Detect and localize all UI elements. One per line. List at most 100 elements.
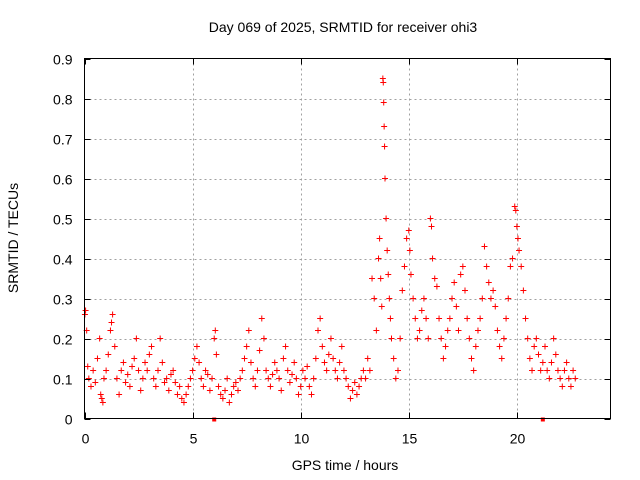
data-point (453, 303, 460, 310)
data-point (537, 367, 544, 374)
data-point (165, 387, 172, 394)
data-point (561, 367, 568, 374)
data-point (245, 327, 252, 334)
data-point (159, 359, 166, 366)
data-point (289, 371, 296, 378)
data-point (474, 327, 481, 334)
data-point (366, 367, 373, 374)
data-point (563, 359, 570, 366)
data-point (440, 355, 447, 362)
data-point (347, 395, 354, 402)
data-point (87, 383, 94, 390)
x-axis-title: GPS time / hours (292, 457, 399, 473)
data-point (371, 295, 378, 302)
data-point (351, 379, 358, 386)
data-point (570, 367, 577, 374)
y-tick-label: 0.5 (53, 212, 73, 228)
y-tick-label: 0.8 (53, 92, 73, 108)
data-point (167, 371, 174, 378)
data-point (243, 343, 250, 350)
data-point (302, 375, 309, 382)
data-point (265, 375, 272, 382)
data-point (310, 375, 317, 382)
data-point (163, 375, 170, 382)
data-point (144, 367, 151, 374)
data-point (293, 375, 300, 382)
data-point (174, 391, 181, 398)
data-point (217, 391, 224, 398)
data-point (479, 295, 486, 302)
data-point (122, 379, 129, 386)
data-point (360, 367, 367, 374)
data-point (490, 287, 497, 294)
data-point (120, 359, 127, 366)
data-point (403, 235, 410, 242)
data-point (237, 375, 244, 382)
data-point (449, 295, 456, 302)
data-point (470, 367, 477, 374)
x-tick-label: 20 (510, 431, 526, 447)
data-point (353, 391, 360, 398)
data-point (319, 343, 326, 350)
data-point (263, 367, 270, 374)
data-point (572, 375, 579, 382)
x-axis: 0 5 10 15 20 (82, 58, 526, 447)
data-point (382, 175, 389, 182)
data-point (180, 399, 187, 406)
data-point (446, 315, 453, 322)
data-point (247, 359, 254, 366)
data-point (405, 227, 412, 234)
data-point (228, 391, 235, 398)
data-point (108, 319, 115, 326)
data-point (211, 335, 218, 342)
data-point (325, 351, 332, 358)
y-tick-label: 0.1 (53, 372, 73, 388)
data-point (503, 315, 510, 322)
data-point (109, 311, 116, 318)
data-point (483, 263, 490, 270)
data-point (345, 383, 352, 390)
data-point (96, 335, 103, 342)
data-point (150, 375, 157, 382)
data-point (215, 383, 222, 390)
data-point (230, 383, 237, 390)
data-points (81, 75, 579, 422)
data-point (135, 367, 142, 374)
data-point (428, 223, 435, 230)
data-point (157, 335, 164, 342)
data-point (142, 359, 149, 366)
data-point (468, 355, 475, 362)
data-point (82, 307, 89, 314)
data-point (295, 391, 302, 398)
chart-title: Day 069 of 2025, SRMTID for receiver ohi… (209, 19, 478, 35)
data-point (552, 351, 559, 358)
data-point (286, 379, 293, 386)
data-point (312, 355, 319, 362)
data-point (565, 375, 572, 382)
data-point (170, 367, 177, 374)
data-point (219, 395, 226, 402)
data-point (524, 335, 531, 342)
data-point (202, 367, 209, 374)
x-tick-label: 0 (82, 431, 90, 447)
data-point (124, 371, 131, 378)
data-point (338, 343, 345, 350)
data-point (85, 375, 92, 382)
data-point (284, 367, 291, 374)
data-point (241, 355, 248, 362)
data-point (306, 383, 313, 390)
grid (84, 58, 611, 419)
data-point (438, 335, 445, 342)
data-point (113, 375, 120, 382)
data-point (427, 215, 434, 222)
data-point (505, 295, 512, 302)
y-tick-label: 0 (65, 412, 73, 428)
data-point (224, 375, 231, 382)
data-point (526, 355, 533, 362)
data-point (381, 143, 388, 150)
y-axis: 0 0.1 0.2 0.3 0.4 0.5 0.6 0.7 0.8 0.9 (53, 52, 611, 428)
data-point (397, 335, 404, 342)
data-point (554, 367, 561, 374)
data-point (297, 383, 304, 390)
